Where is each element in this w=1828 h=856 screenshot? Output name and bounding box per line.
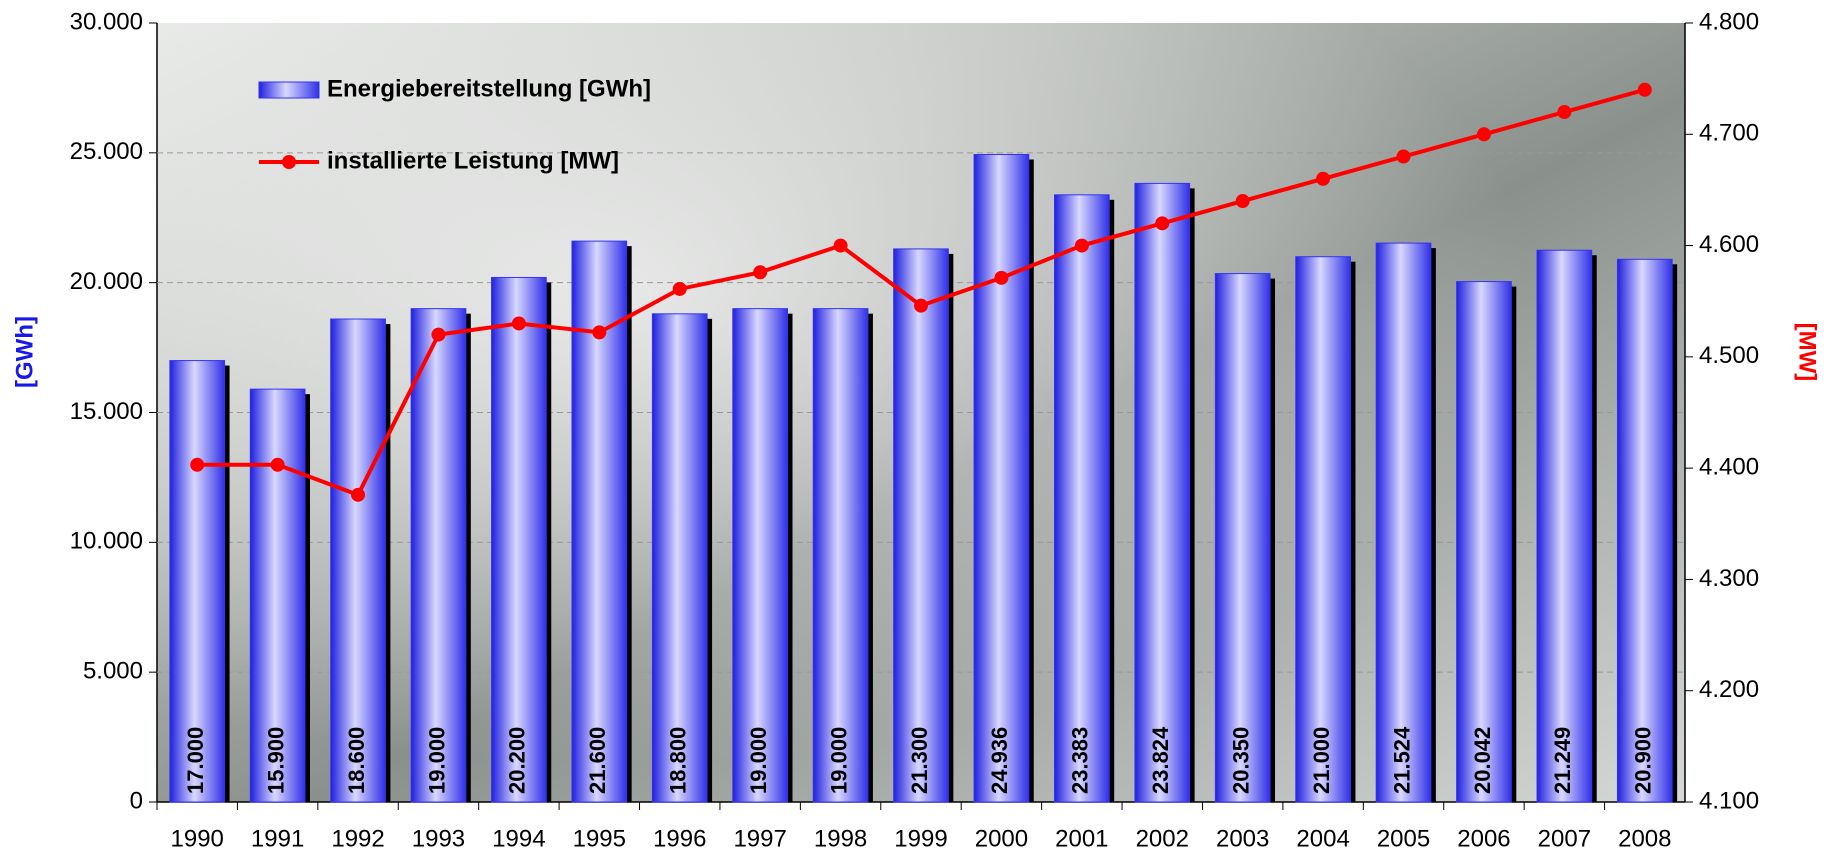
bar	[1537, 250, 1592, 802]
bar	[572, 241, 627, 802]
x-tick-label: 2004	[1296, 825, 1349, 852]
bar	[1215, 274, 1270, 802]
x-tick-label: 1995	[573, 825, 626, 852]
line-marker	[190, 458, 204, 472]
chart: [GWh] [MW] 0 5.000 10.000 15.000 20.000 25.00…	[0, 0, 1828, 856]
y2-tick-label: 4.300	[1699, 565, 1759, 592]
data-label: 23.824	[1148, 726, 1173, 794]
x-tick-label: 2007	[1538, 825, 1591, 852]
x-tick-label: 1998	[814, 825, 867, 852]
x-tick-label: 1997	[733, 825, 786, 852]
line-marker	[1316, 172, 1330, 186]
data-label: 21.000	[1309, 727, 1334, 794]
y-tick-label: 25.000	[70, 138, 143, 165]
line-marker	[753, 265, 767, 279]
y-tick-label: 20.000	[70, 268, 143, 295]
line-marker	[512, 316, 526, 330]
y2-tick-label: 4.100	[1699, 787, 1759, 814]
y2-tick-label: 4.500	[1699, 342, 1759, 369]
line-marker	[914, 299, 928, 313]
data-label: 21.300	[907, 727, 932, 794]
bar	[894, 249, 949, 802]
legend-label: installierte Leistung [MW]	[327, 147, 619, 174]
y2-tick-label: 4.400	[1699, 453, 1759, 480]
data-label: 23.383	[1068, 727, 1093, 794]
data-label: 17.000	[183, 727, 208, 794]
line-marker	[1557, 105, 1571, 119]
legend-label: Energiebereitstellung [GWh]	[327, 75, 651, 102]
x-tick-label: 2005	[1377, 825, 1430, 852]
legend-swatch	[259, 82, 319, 98]
y-tick-label: 15.000	[70, 398, 143, 425]
bar	[1457, 282, 1512, 802]
line-marker	[1236, 194, 1250, 208]
y-tick-label: 30.000	[70, 8, 143, 35]
data-label: 20.200	[505, 727, 530, 794]
x-tick-label: 2006	[1457, 825, 1510, 852]
x-tick-label: 2001	[1055, 825, 1108, 852]
bar	[1376, 243, 1431, 802]
y-tick-label: 5.000	[83, 658, 143, 685]
line-marker	[1397, 150, 1411, 164]
x-tick-label: 1994	[492, 825, 545, 852]
line-marker	[834, 239, 848, 253]
line-marker	[271, 458, 285, 472]
line-marker	[592, 325, 606, 339]
data-label: 19.000	[826, 727, 851, 794]
x-tick-label: 1992	[331, 825, 384, 852]
data-label: 21.524	[1389, 726, 1414, 794]
y-tick-label: 0	[130, 787, 143, 814]
x-tick-label: 1999	[894, 825, 947, 852]
bar	[1296, 257, 1351, 802]
line-marker	[1638, 83, 1652, 97]
x-tick-label: 2002	[1136, 825, 1189, 852]
bar	[1054, 195, 1109, 802]
line-marker	[1155, 216, 1169, 230]
x-tick-label: 2000	[975, 825, 1028, 852]
data-label: 15.900	[263, 727, 288, 794]
bar	[492, 277, 547, 802]
x-tick-label: 1991	[251, 825, 304, 852]
x-tick-label: 1993	[412, 825, 465, 852]
y-axis-title: [GWh]	[11, 316, 38, 388]
x-tick-label: 1990	[171, 825, 224, 852]
line-marker	[1075, 239, 1089, 253]
data-label: 20.900	[1631, 727, 1656, 794]
data-label: 19.000	[424, 727, 449, 794]
data-label: 24.936	[987, 727, 1012, 794]
y2-axis-title: [MW]	[1794, 323, 1821, 382]
data-label: 18.600	[344, 727, 369, 794]
y2-tick-label: 4.800	[1699, 8, 1759, 35]
line-marker	[351, 488, 365, 502]
line-marker	[1477, 127, 1491, 141]
line-marker	[994, 271, 1008, 285]
y-tick-label: 10.000	[70, 528, 143, 555]
data-label: 18.800	[666, 727, 691, 794]
line-marker	[673, 282, 687, 296]
bar	[1617, 259, 1672, 802]
x-tick-label: 1996	[653, 825, 706, 852]
bar	[1135, 183, 1190, 802]
legend-marker	[282, 155, 296, 169]
bar	[974, 154, 1029, 802]
data-label: 19.000	[746, 727, 771, 794]
line-marker	[431, 328, 445, 342]
x-tick-label: 2008	[1618, 825, 1671, 852]
data-label: 21.249	[1550, 727, 1575, 794]
y2-tick-label: 4.700	[1699, 120, 1759, 147]
data-label: 20.042	[1470, 727, 1495, 794]
data-label: 20.350	[1228, 727, 1253, 794]
x-tick-label: 2003	[1216, 825, 1269, 852]
y2-tick-label: 4.200	[1699, 676, 1759, 703]
y2-tick-label: 4.600	[1699, 231, 1759, 258]
data-label: 21.600	[585, 727, 610, 794]
